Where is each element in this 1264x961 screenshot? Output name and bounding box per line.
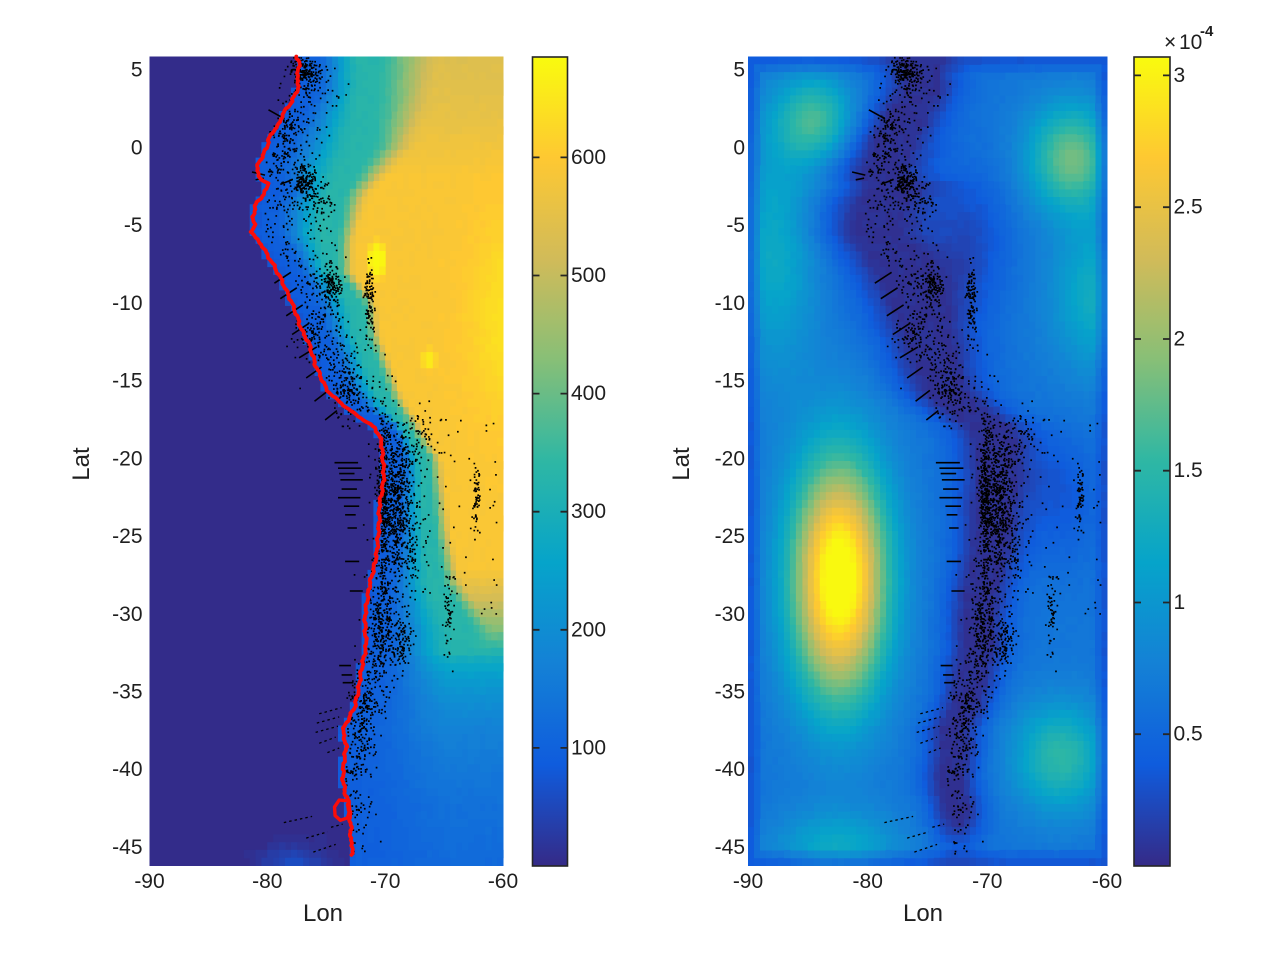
svg-text:-30: -30 — [112, 603, 142, 626]
svg-text:0: 0 — [131, 136, 143, 159]
svg-text:5: 5 — [131, 59, 143, 82]
svg-text:-90: -90 — [733, 870, 763, 893]
svg-text:2: 2 — [1174, 328, 1186, 351]
svg-text:-45: -45 — [715, 836, 745, 859]
svg-text:-90: -90 — [134, 870, 164, 893]
svg-text:0: 0 — [733, 136, 745, 159]
svg-text:-15: -15 — [112, 370, 142, 393]
svg-text:3: 3 — [1174, 64, 1186, 87]
svg-text:300: 300 — [571, 500, 606, 523]
svg-text:5: 5 — [733, 59, 745, 82]
svg-text:-30: -30 — [715, 603, 745, 626]
svg-text:-70: -70 — [972, 870, 1002, 893]
svg-text:100: 100 — [571, 736, 606, 759]
svg-text:-10: -10 — [715, 292, 745, 315]
svg-text:-70: -70 — [370, 870, 400, 893]
svg-text:Lat: Lat — [68, 447, 95, 481]
svg-text:-35: -35 — [112, 681, 142, 704]
svg-text:-5: -5 — [124, 214, 143, 237]
svg-text:Lon: Lon — [903, 900, 943, 927]
svg-text:0.5: 0.5 — [1174, 723, 1203, 746]
svg-text:2.5: 2.5 — [1174, 196, 1203, 219]
svg-text:-15: -15 — [715, 370, 745, 393]
svg-text:10: 10 — [1179, 31, 1202, 54]
svg-text:-80: -80 — [853, 870, 883, 893]
svg-text:-5: -5 — [726, 214, 745, 237]
svg-text:-25: -25 — [112, 525, 142, 548]
svg-text:-80: -80 — [252, 870, 282, 893]
svg-text:Lon: Lon — [303, 900, 343, 927]
svg-text:400: 400 — [571, 382, 606, 405]
svg-text:-45: -45 — [112, 836, 142, 859]
svg-text:-40: -40 — [112, 758, 142, 781]
svg-text:600: 600 — [571, 146, 606, 169]
svg-text:×: × — [1164, 31, 1176, 54]
svg-text:-10: -10 — [112, 292, 142, 315]
svg-text:200: 200 — [571, 618, 606, 641]
svg-text:-60: -60 — [488, 870, 518, 893]
svg-text:-60: -60 — [1092, 870, 1122, 893]
svg-text:-25: -25 — [715, 525, 745, 548]
svg-text:Lat: Lat — [668, 447, 695, 481]
svg-text:-20: -20 — [715, 447, 745, 470]
svg-text:1: 1 — [1174, 591, 1186, 614]
svg-text:-4: -4 — [1200, 23, 1214, 40]
svg-text:1.5: 1.5 — [1174, 459, 1203, 482]
svg-text:-20: -20 — [112, 447, 142, 470]
svg-text:-35: -35 — [715, 681, 745, 704]
svg-text:-40: -40 — [715, 758, 745, 781]
svg-text:500: 500 — [571, 264, 606, 287]
